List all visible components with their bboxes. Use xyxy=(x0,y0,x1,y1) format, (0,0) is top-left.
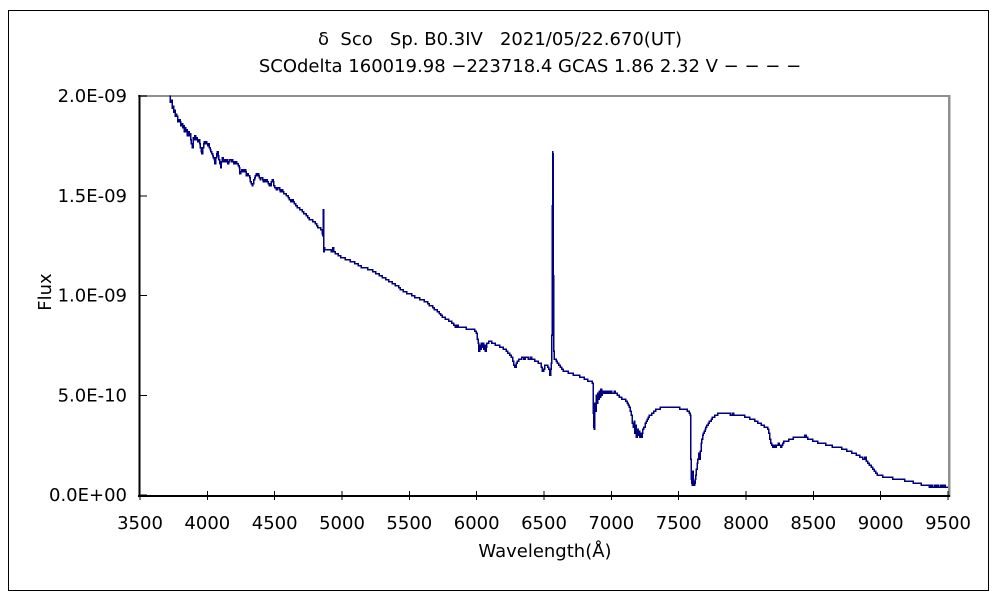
chart-title: δ Sco Sp. B0.3IV 2021/05/22.670(UT) xyxy=(317,29,683,50)
y-tick-label: 2.0E-09 xyxy=(58,86,127,107)
spectrum-line xyxy=(169,95,948,488)
x-tick-label: 5000 xyxy=(319,513,365,534)
x-tick-label: 8000 xyxy=(723,513,769,534)
x-tick-label: 3500 xyxy=(117,513,163,534)
x-tick-label: 7500 xyxy=(656,513,702,534)
x-tick-label: 6500 xyxy=(521,513,567,534)
y-tick-label: 1.5E-09 xyxy=(58,186,127,207)
x-tick-label: 4500 xyxy=(252,513,298,534)
x-tick-label: 4000 xyxy=(184,513,230,534)
x-tick-label: 7000 xyxy=(588,513,634,534)
y-tick-label: 5.0E-10 xyxy=(58,385,127,406)
figure-border xyxy=(8,10,989,591)
x-tick-label: 9500 xyxy=(925,513,971,534)
x-tick-label: 8500 xyxy=(790,513,836,534)
x-axis-title: Wavelength(Å) xyxy=(478,541,612,562)
y-tick-label: 0.0E+00 xyxy=(49,485,127,506)
y-axis-title: Flux xyxy=(35,273,56,311)
x-tick-label: 6000 xyxy=(454,513,500,534)
x-tick-label: 9000 xyxy=(858,513,904,534)
x-tick-label: 5500 xyxy=(386,513,432,534)
y-tick-label: 1.0E-09 xyxy=(58,286,127,307)
chart-subtitle: SCOdelta 160019.98 −223718.4 GCAS 1.86 2… xyxy=(258,56,802,77)
